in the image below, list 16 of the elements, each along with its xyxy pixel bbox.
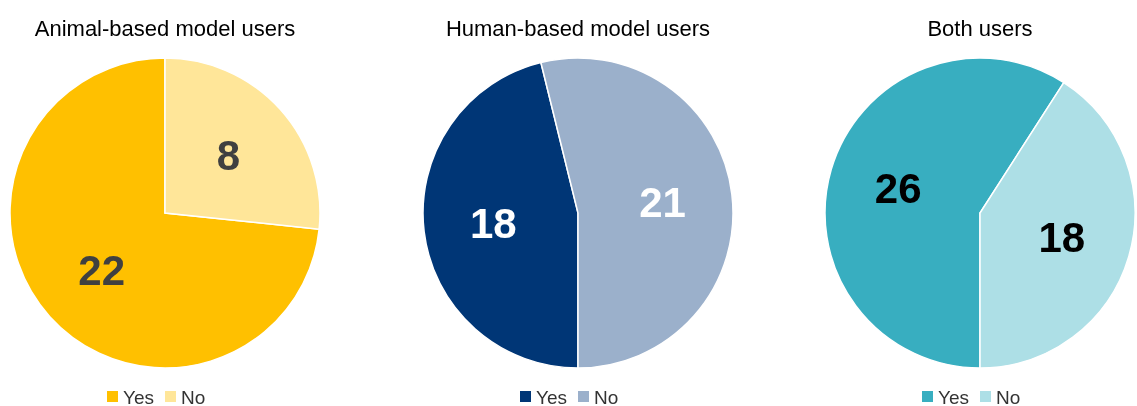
chart-title: Both users (927, 16, 1033, 41)
chart-title: Human-based model users (445, 16, 711, 41)
legend-label: Yes (536, 386, 567, 406)
legend-label: No (996, 386, 1021, 406)
data-label: 26 (874, 165, 922, 213)
pie-slice (9, 57, 320, 369)
legend-label: No (594, 386, 619, 406)
data-label: 21 (639, 179, 686, 227)
legend-label: Yes (938, 386, 969, 406)
data-label: 8 (216, 132, 241, 180)
legend-label: Yes (123, 386, 154, 406)
legend-label: No (181, 386, 206, 406)
chart-title: Animal-based model users (34, 16, 296, 41)
data-label: 18 (470, 199, 517, 247)
data-label: 22 (78, 246, 126, 294)
data-label: 18 (1038, 213, 1086, 261)
